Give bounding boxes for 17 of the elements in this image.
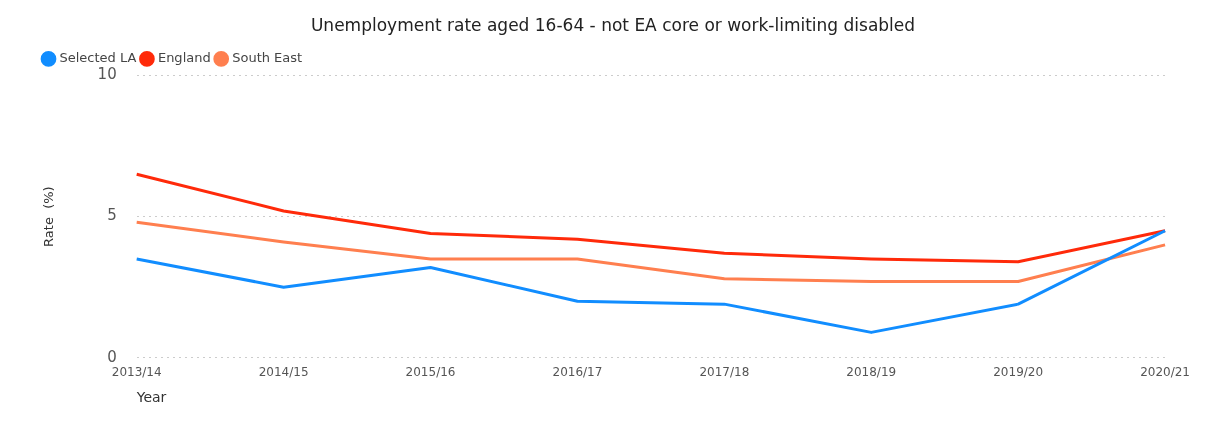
y-tick-label: 0 [107, 347, 117, 366]
legend-label: South East [232, 50, 303, 66]
x-tick-label: 2014/15 [258, 365, 309, 380]
x-tick-label: 2018/19 [846, 365, 897, 380]
x-axis-title: Year [135, 389, 167, 406]
x-tick-label: 2019/20 [993, 365, 1044, 380]
x-tick-label: 2013/14 [111, 365, 162, 380]
x-tick-label: 2015/16 [405, 365, 456, 380]
chart-title: Unemployment rate aged 16-64 - not EA core or work-limiting disabled [310, 14, 916, 35]
y-tick-label: 10 [97, 65, 117, 84]
y-tick-label: 5 [107, 206, 117, 225]
x-tick-label: 2016/17 [552, 365, 603, 380]
y-axis-title: Rate (%) [41, 186, 57, 247]
legend-label: England [157, 50, 211, 66]
legend-label: Selected LA [59, 50, 137, 66]
x-tick-label: 2017/18 [699, 365, 750, 380]
x-tick-label: 2020/21 [1140, 365, 1190, 380]
